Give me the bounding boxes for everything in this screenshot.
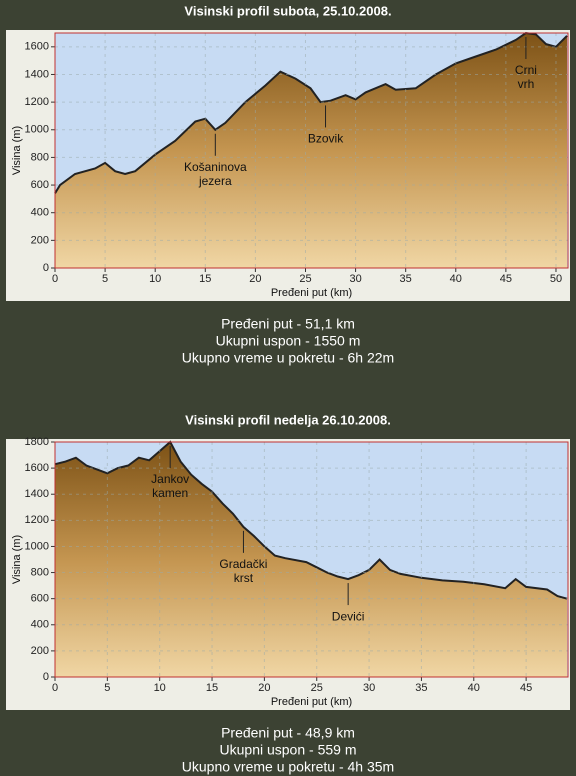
x-tick-label: 10 xyxy=(149,273,161,285)
y-tick-label: 1000 xyxy=(25,124,49,136)
y-tick-label: 800 xyxy=(31,151,49,163)
y-tick-label: 800 xyxy=(31,566,49,578)
annotation-label: Crni xyxy=(515,63,537,77)
x-tick-label: 25 xyxy=(311,682,323,694)
stat-line: Ukupno vreme u pokretu - 6h 22m xyxy=(182,350,394,366)
annotation-label: vrh xyxy=(518,77,535,91)
y-tick-label: 600 xyxy=(31,179,49,191)
x-tick-label: 30 xyxy=(349,273,361,285)
x-tick-label: 15 xyxy=(199,273,211,285)
x-tick-label: 35 xyxy=(400,273,412,285)
y-tick-label: 0 xyxy=(43,262,49,274)
annotation-label: Bzovik xyxy=(308,132,344,146)
x-axis-label: Pređeni put (km) xyxy=(271,287,352,299)
stat-line: Ukupni uspon - 559 m xyxy=(220,742,357,758)
x-axis-label: Pređeni put (km) xyxy=(271,696,352,708)
y-axis-label: Visina (m) xyxy=(11,535,23,584)
y-tick-label: 200 xyxy=(31,645,49,657)
y-tick-label: 0 xyxy=(43,671,49,683)
y-tick-label: 200 xyxy=(31,234,49,246)
stat-line: Pređeni put - 48,9 km xyxy=(221,725,355,741)
chart-title: Visinski profil subota, 25.10.2008. xyxy=(184,3,391,18)
plot-border xyxy=(54,441,569,678)
x-tick-label: 15 xyxy=(206,682,218,694)
x-tick-label: 5 xyxy=(104,682,110,694)
y-tick-label: 400 xyxy=(31,207,49,219)
x-tick-label: 35 xyxy=(415,682,427,694)
chart-title: Visinski profil nedelja 26.10.2008. xyxy=(185,412,391,427)
terrain-line xyxy=(54,440,568,600)
terrain-line xyxy=(54,31,568,194)
annotation-label: Košaninova xyxy=(184,160,247,174)
x-tick-label: 30 xyxy=(363,682,375,694)
y-tick-label: 1000 xyxy=(25,540,49,552)
y-axis-label: Visina (m) xyxy=(11,126,23,175)
annotation-label: Gradački xyxy=(219,557,267,571)
x-tick-label: 10 xyxy=(154,682,166,694)
x-tick-label: 50 xyxy=(550,273,562,285)
stat-line: Ukupno vreme u pokretu - 4h 35m xyxy=(182,759,394,775)
x-tick-label: 0 xyxy=(52,273,58,285)
x-tick-label: 0 xyxy=(52,682,58,694)
terrain-area xyxy=(55,442,567,677)
annotation-label: Devići xyxy=(332,609,365,623)
y-tick-label: 400 xyxy=(31,619,49,631)
x-tick-label: 5 xyxy=(102,273,108,285)
annotation-label: jezera xyxy=(198,174,232,188)
stat-line: Pređeni put - 51,1 km xyxy=(221,316,355,332)
annotation-label: krst xyxy=(234,571,254,585)
annotation-label: Jankov xyxy=(151,472,189,486)
y-tick-label: 1800 xyxy=(25,436,49,448)
x-tick-label: 40 xyxy=(450,273,462,285)
y-tick-label: 1200 xyxy=(25,514,49,526)
x-tick-label: 45 xyxy=(520,682,532,694)
y-tick-label: 1400 xyxy=(25,68,49,80)
x-tick-label: 20 xyxy=(249,273,261,285)
stat-line: Ukupni uspon - 1550 m xyxy=(216,333,361,349)
x-tick-label: 40 xyxy=(468,682,480,694)
y-tick-label: 1600 xyxy=(25,41,49,53)
y-tick-label: 1400 xyxy=(25,488,49,500)
y-tick-label: 600 xyxy=(31,593,49,605)
y-tick-label: 1600 xyxy=(25,462,49,474)
x-tick-label: 20 xyxy=(258,682,270,694)
x-tick-label: 45 xyxy=(500,273,512,285)
plot-border xyxy=(54,32,569,269)
y-tick-label: 1200 xyxy=(25,96,49,108)
terrain-area xyxy=(55,33,567,268)
annotation-label: kamen xyxy=(152,486,188,500)
x-tick-label: 25 xyxy=(299,273,311,285)
